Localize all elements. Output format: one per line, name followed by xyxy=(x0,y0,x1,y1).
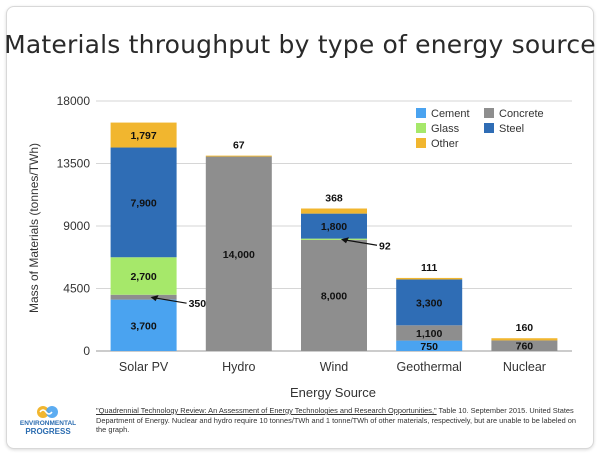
bar-segment-glass xyxy=(301,238,367,240)
slide-frame xyxy=(6,6,594,449)
data-label: 111 xyxy=(421,262,438,274)
bar-segment-other xyxy=(491,338,558,341)
data-label: 1,797 xyxy=(130,130,156,142)
y-axis-label: Mass of Materials (tonnes/TWh) xyxy=(27,143,41,313)
bar-segment-other xyxy=(205,155,272,157)
x-axis-label: Energy Source xyxy=(290,385,376,400)
bar-segment-other xyxy=(301,208,367,214)
callout-line xyxy=(156,297,187,304)
environmental-progress-logo-icon xyxy=(37,406,58,418)
data-label: 160 xyxy=(516,322,534,334)
x-axis-categories: Solar PV Hydro Wind Geothermal Nuclear xyxy=(119,360,546,374)
bars xyxy=(110,122,558,351)
data-label: 92 xyxy=(379,240,391,252)
y-tick-label: 0 xyxy=(83,344,90,358)
bar-segment-concrete xyxy=(491,340,558,351)
legend-label-other: Other xyxy=(431,138,459,150)
x-category-label: Hydro xyxy=(222,360,255,374)
x-category-label: Solar PV xyxy=(119,360,169,374)
bar-segment-cement xyxy=(110,299,177,351)
chart-title: Materials throughput by type of energy s… xyxy=(4,30,596,59)
source-details: Table 10. September 2015. United States … xyxy=(96,406,576,434)
data-label: 3,300 xyxy=(416,297,442,309)
x-category-label: Wind xyxy=(320,360,349,374)
data-label: 350 xyxy=(189,298,207,310)
logo-text: ENVIRONMENTAL PROGRESS xyxy=(12,420,84,436)
logo-line2: PROGRESS xyxy=(25,427,71,436)
x-category-label: Nuclear xyxy=(503,360,546,374)
bar-segment-concrete xyxy=(301,239,367,351)
data-label: 368 xyxy=(325,193,343,205)
y-tick-label: 13500 xyxy=(57,157,91,171)
callout-arrowhead xyxy=(150,295,159,302)
y-axis-ticks: 0 4500 9000 13500 18000 xyxy=(57,94,91,358)
legend-label-steel: Steel xyxy=(499,123,524,135)
bar-segment-glass xyxy=(110,257,177,295)
data-label: 1,100 xyxy=(416,328,442,340)
source-note: "Quadrennial Technology Review: An Asses… xyxy=(96,406,586,435)
data-label: 7,900 xyxy=(130,197,156,209)
legend-label-glass: Glass xyxy=(431,123,460,135)
callout-line xyxy=(346,239,378,246)
source-citation[interactable]: "Quadrennial Technology Review: An Asses… xyxy=(96,406,437,415)
y-tick-label: 9000 xyxy=(63,219,90,233)
legend: Cement Concrete Glass Steel Other xyxy=(416,108,544,150)
logo-line1: ENVIRONMENTAL xyxy=(19,420,77,427)
y-tick-label: 4500 xyxy=(63,282,90,296)
legend-swatch-concrete xyxy=(484,108,494,118)
bar-segment-steel xyxy=(301,213,367,239)
data-label: 1,800 xyxy=(321,221,347,233)
legend-label-cement: Cement xyxy=(431,108,470,120)
bar-segment-concrete xyxy=(396,325,463,341)
bar-segment-other xyxy=(110,122,177,148)
data-label: 67 xyxy=(233,140,245,152)
legend-swatch-cement xyxy=(416,108,426,118)
data-label: 14,000 xyxy=(223,249,255,261)
data-label: 2,700 xyxy=(130,271,156,283)
bar-segment-concrete xyxy=(110,294,177,300)
bar-segment-steel xyxy=(110,147,177,258)
bar-segment-other xyxy=(396,277,463,280)
data-label: 760 xyxy=(516,341,534,353)
data-labels: 3,700 350 2,700 7,900 1,797 14,000 67 8,000 92 1,… xyxy=(130,130,533,353)
bar-segment-concrete xyxy=(205,156,272,351)
legend-swatch-other xyxy=(416,138,426,148)
legend-swatch-steel xyxy=(484,123,494,133)
y-tick-label: 18000 xyxy=(57,94,91,108)
data-label: 8,000 xyxy=(321,290,347,302)
data-label: 3,700 xyxy=(130,320,156,332)
bar-segment-cement xyxy=(396,340,463,351)
legend-label-concrete: Concrete xyxy=(499,108,544,120)
legend-swatch-glass xyxy=(416,123,426,133)
x-category-label: Geothermal xyxy=(397,360,462,374)
callout-arrowhead xyxy=(341,237,349,244)
bar-segment-steel xyxy=(396,279,463,326)
data-label: 750 xyxy=(420,341,438,353)
